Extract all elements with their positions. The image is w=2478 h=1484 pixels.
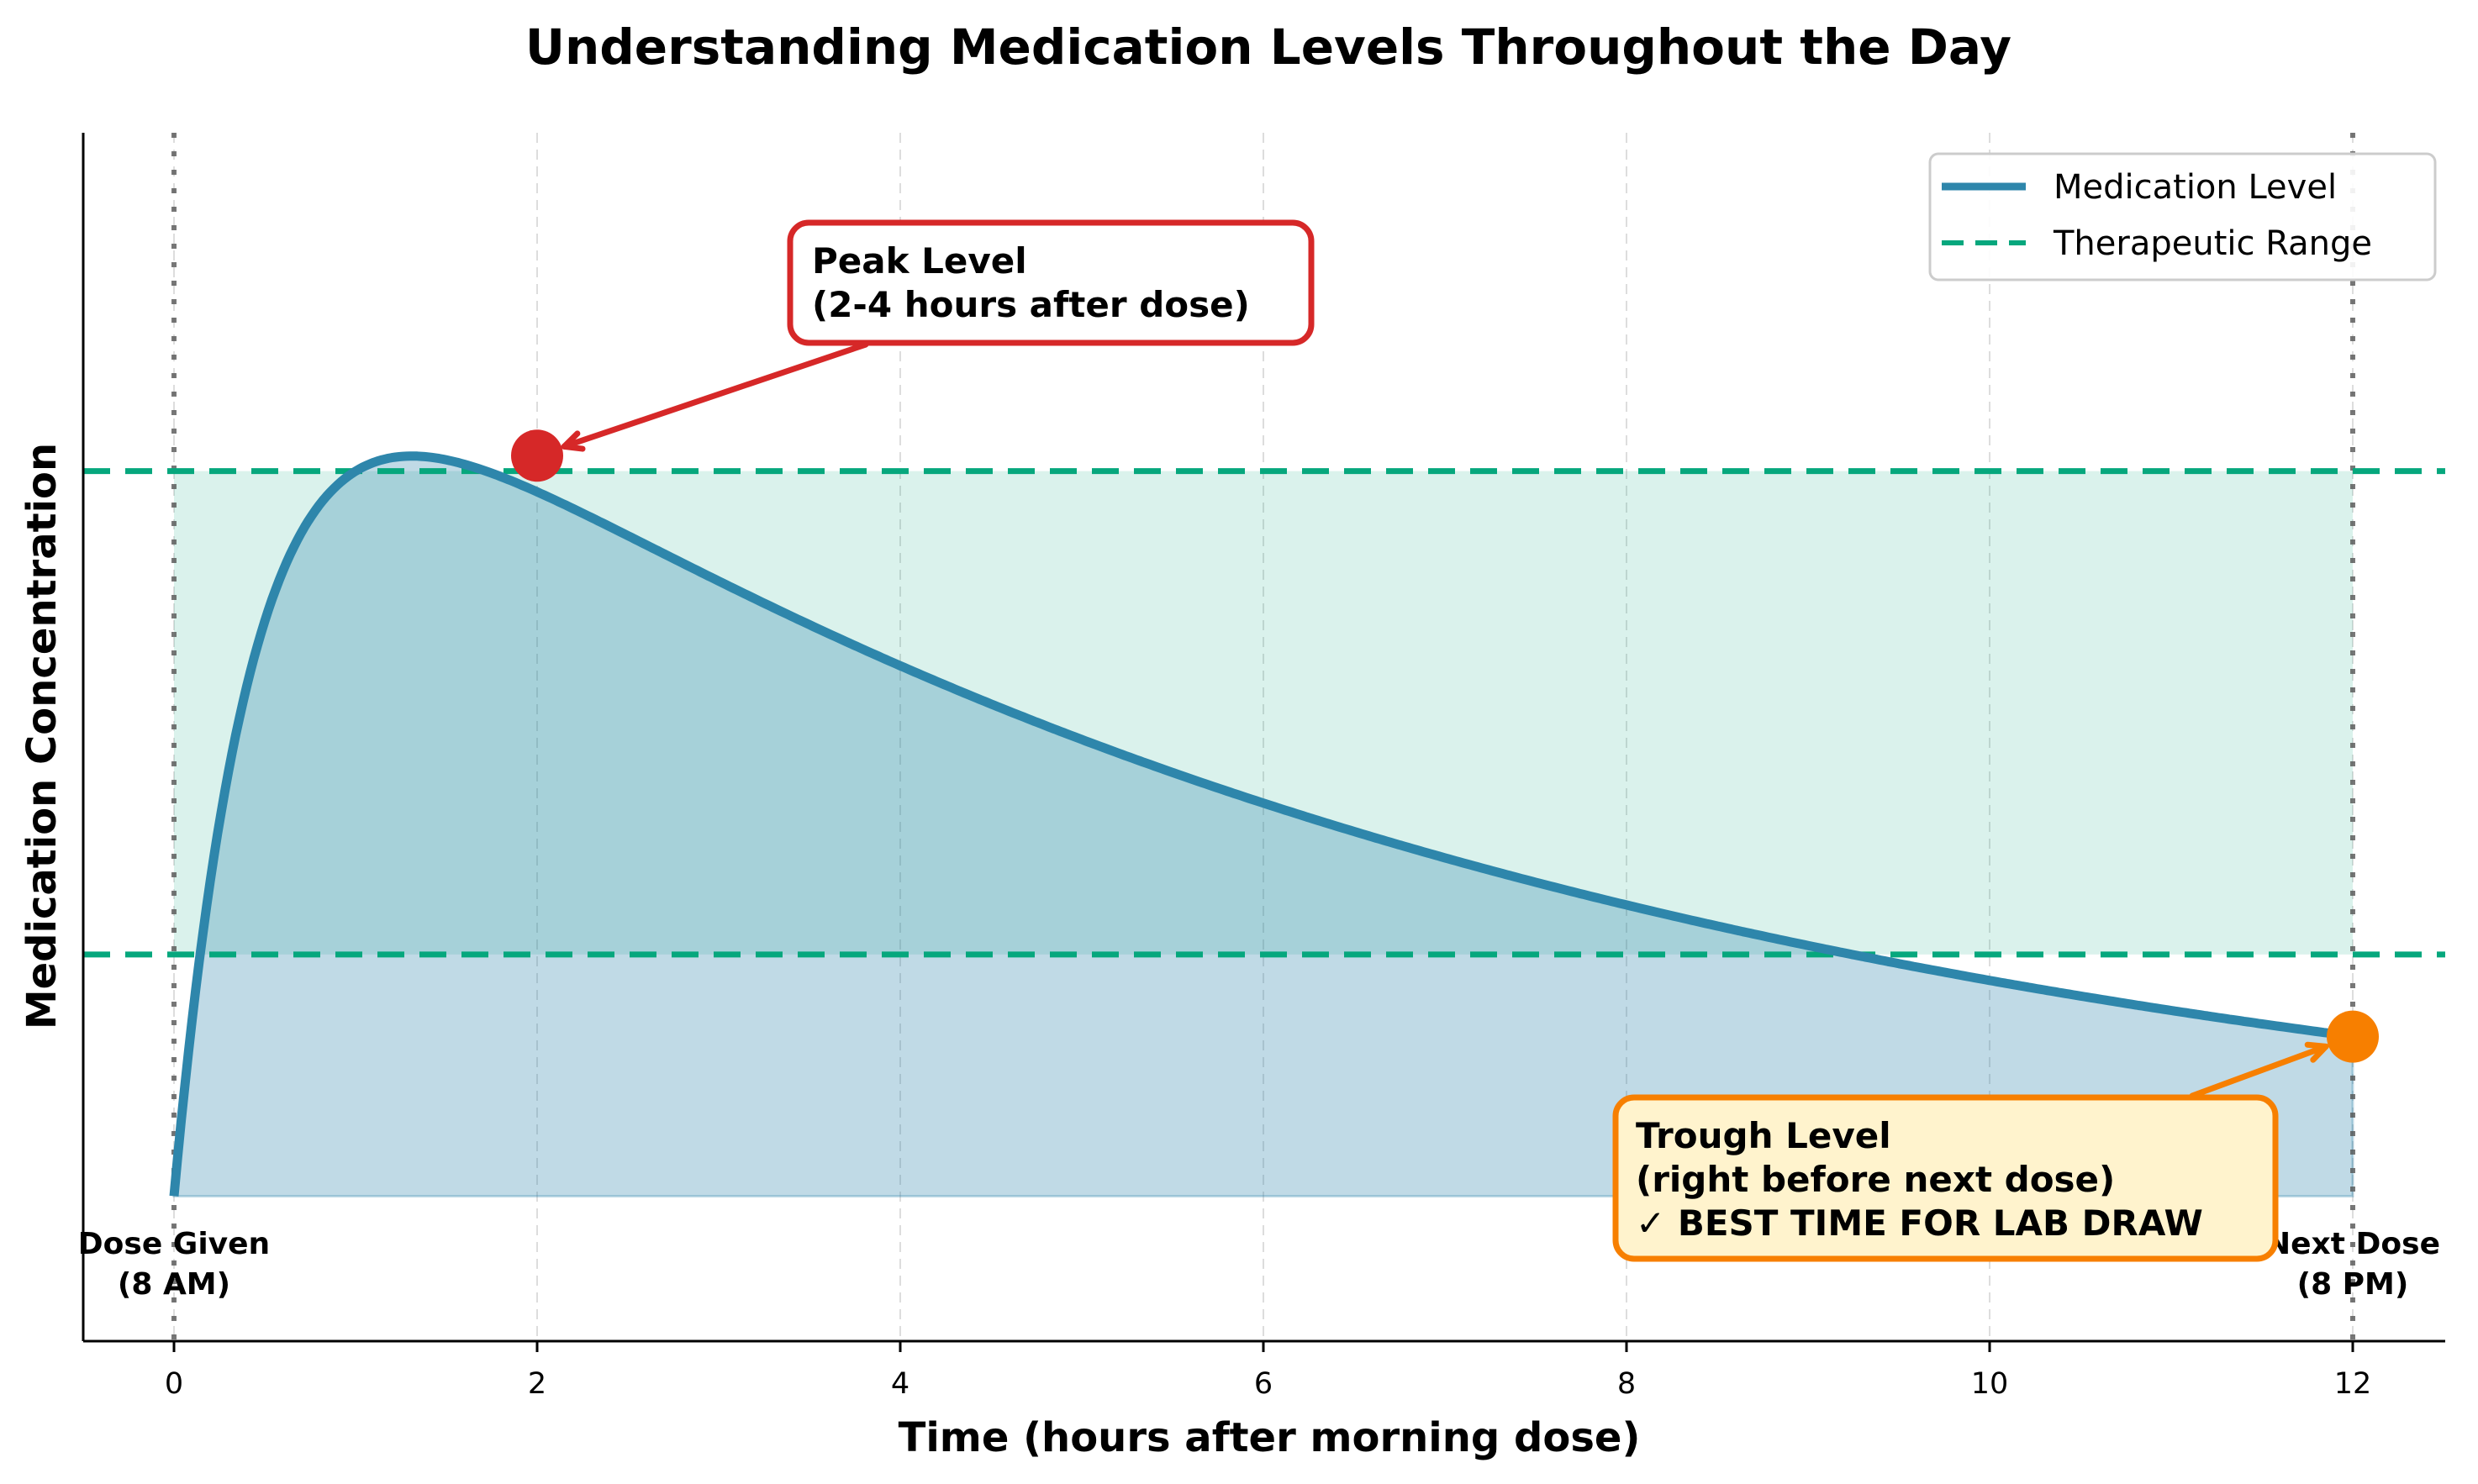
- peak-annotation: Peak Level (2-4 hours after dose): [511, 219, 1315, 482]
- legend-label-therapeutic-range: Therapeutic Range: [2053, 224, 2372, 263]
- medication-data-point: [1445, 857, 1446, 858]
- therapeutic-range-band: [174, 471, 2353, 955]
- trough-marker: [2327, 1010, 2379, 1063]
- dose-given-label-line2: (8 AM): [118, 1267, 230, 1302]
- medication-data-point: [446, 459, 447, 460]
- legend-label-medication-level: Medication Level: [2054, 168, 2337, 207]
- next-dose-label-line2: (8 PM): [2297, 1267, 2409, 1302]
- peak-callout-line1: Peak Level: [812, 240, 1027, 282]
- x-tick-label: 4: [891, 1367, 909, 1401]
- medication-data-point: [2171, 1010, 2172, 1011]
- therapeutic-range-fill: [174, 471, 2353, 955]
- chart-title: Understanding Medication Levels Througho…: [525, 18, 2011, 76]
- x-axis-ticks: 0 2 4 6 8 10 12: [165, 1341, 2371, 1401]
- medication-level-line: [169, 451, 2354, 1197]
- peak-arrow-head: [561, 430, 586, 452]
- peak-callout-box: [787, 219, 1315, 346]
- trough-callout-line2: (right before next dose): [1636, 1159, 2115, 1200]
- medication-data-point: [174, 1196, 175, 1197]
- x-tick-label: 6: [1254, 1367, 1273, 1401]
- peak-callout-line2: (2-4 hours after dose): [812, 284, 1250, 325]
- dose-given-label: Dose Given (8 AM): [78, 1227, 270, 1302]
- trough-annotation: Trough Level (right before next dose) ✓ …: [1612, 1010, 2379, 1262]
- peak-marker: [511, 429, 563, 482]
- dose-given-label-line1: Dose Given: [78, 1227, 270, 1261]
- legend: Medication Level Therapeutic Range: [1928, 152, 2437, 282]
- trough-arrow-head: [2304, 1041, 2329, 1063]
- medication-data-point: [900, 665, 901, 666]
- x-tick-label: 8: [1617, 1367, 1636, 1401]
- x-tick-label: 0: [165, 1367, 183, 1401]
- medication-data-point: [1808, 945, 1809, 946]
- x-tick-label: 2: [528, 1367, 546, 1401]
- trough-callout-line3: ✓ BEST TIME FOR LAB DRAW: [1636, 1202, 2203, 1244]
- legend-frame: [1928, 152, 2437, 282]
- medication-data-point: [1082, 739, 1083, 740]
- trough-callout-box: [1612, 1094, 2279, 1262]
- medication-data-point: [628, 535, 629, 536]
- trough-arrow: [2189, 1043, 2329, 1099]
- trough-callout-line1: Trough Level: [1636, 1115, 1891, 1156]
- x-tick-label: 10: [1971, 1367, 2009, 1401]
- medication-data-point: [310, 516, 311, 517]
- medication-curve-layer: [169, 451, 2354, 1197]
- next-dose-label: Next Dose (8 PM): [2265, 1227, 2440, 1302]
- medication-data-point: [265, 622, 266, 623]
- next-dose-label-line1: Next Dose: [2265, 1227, 2440, 1261]
- peak-arrow: [561, 341, 869, 450]
- medication-data-point: [537, 491, 538, 492]
- y-axis-label: Medication Concentration: [18, 443, 66, 1029]
- x-axis-label: Time (hours after morning dose): [899, 1414, 1641, 1461]
- x-tick-label: 12: [2334, 1367, 2372, 1401]
